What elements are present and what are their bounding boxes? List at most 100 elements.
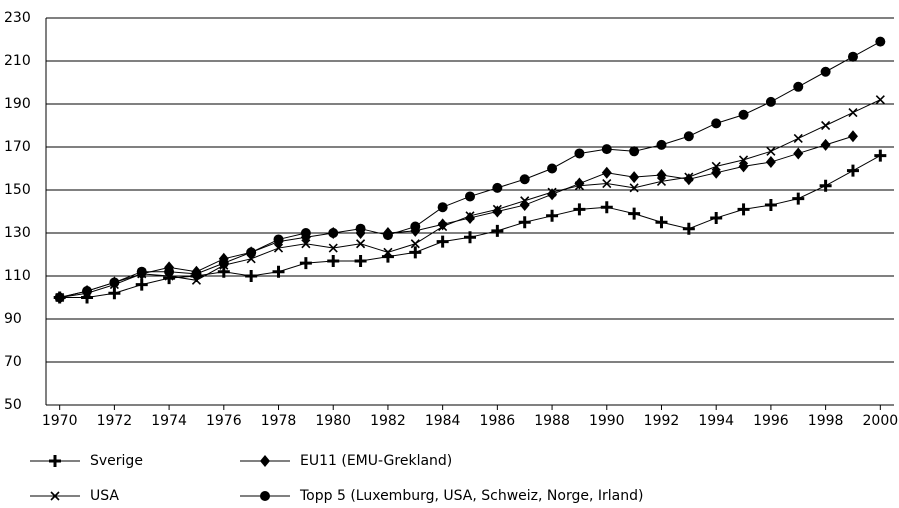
y-tick-label: 210 bbox=[4, 53, 31, 69]
marker bbox=[519, 174, 530, 185]
marker bbox=[710, 211, 723, 224]
marker bbox=[683, 131, 694, 142]
marker bbox=[136, 266, 147, 277]
y-tick-label: 170 bbox=[4, 139, 31, 155]
marker bbox=[628, 207, 641, 220]
marker bbox=[437, 202, 448, 213]
marker bbox=[847, 51, 858, 62]
marker bbox=[573, 203, 586, 216]
marker bbox=[737, 203, 750, 216]
marker bbox=[629, 183, 639, 193]
x-tick-label: 1974 bbox=[151, 413, 187, 429]
x-tick-label: 1996 bbox=[753, 413, 789, 429]
marker bbox=[245, 270, 258, 282]
y-tick-label: 50 bbox=[4, 397, 22, 413]
marker bbox=[546, 209, 559, 222]
marker bbox=[354, 254, 367, 267]
marker bbox=[465, 191, 475, 202]
marker bbox=[738, 109, 749, 120]
marker bbox=[438, 221, 448, 232]
marker bbox=[464, 231, 476, 244]
legend-label: Sverige bbox=[90, 453, 143, 469]
marker bbox=[49, 455, 61, 467]
marker bbox=[518, 216, 531, 229]
marker bbox=[874, 149, 887, 162]
marker bbox=[574, 177, 585, 190]
marker bbox=[260, 455, 270, 467]
marker bbox=[50, 491, 60, 501]
marker bbox=[711, 118, 722, 129]
marker bbox=[821, 120, 831, 131]
marker bbox=[356, 239, 366, 249]
x-tick-label: 1990 bbox=[589, 413, 625, 429]
marker bbox=[656, 176, 667, 186]
x-tick-label: 1998 bbox=[808, 413, 844, 429]
marker bbox=[711, 166, 722, 179]
marker bbox=[409, 246, 422, 259]
marker bbox=[875, 36, 886, 47]
marker bbox=[738, 160, 749, 173]
marker bbox=[328, 243, 338, 253]
marker bbox=[492, 182, 503, 193]
x-tick-label: 1994 bbox=[698, 413, 734, 429]
marker bbox=[820, 66, 831, 77]
x-tick-label: 1976 bbox=[206, 413, 242, 429]
marker bbox=[848, 108, 858, 118]
y-tick-label: 70 bbox=[4, 354, 22, 370]
marker bbox=[656, 139, 667, 150]
marker bbox=[847, 130, 858, 143]
marker bbox=[82, 286, 93, 297]
marker bbox=[492, 204, 502, 214]
series-line bbox=[59, 135, 854, 298]
y-tick-label: 110 bbox=[4, 268, 31, 284]
marker bbox=[765, 96, 776, 107]
marker bbox=[491, 224, 504, 237]
marker bbox=[574, 148, 585, 159]
marker bbox=[738, 155, 749, 165]
marker bbox=[656, 168, 667, 181]
marker bbox=[574, 181, 584, 191]
x-tick-label: 2000 bbox=[863, 413, 899, 429]
x-tick-label: 1992 bbox=[644, 413, 680, 429]
marker bbox=[436, 235, 449, 248]
marker bbox=[793, 147, 804, 160]
marker bbox=[875, 95, 885, 105]
marker bbox=[793, 133, 803, 143]
marker bbox=[684, 172, 694, 182]
marker bbox=[629, 171, 640, 184]
marker bbox=[683, 173, 694, 186]
marker bbox=[272, 265, 285, 278]
marker bbox=[301, 239, 311, 249]
x-tick-label: 1980 bbox=[315, 413, 351, 429]
x-tick-label: 1988 bbox=[534, 413, 570, 429]
marker bbox=[273, 234, 284, 245]
marker bbox=[600, 201, 613, 214]
marker bbox=[547, 187, 557, 197]
marker bbox=[655, 216, 668, 229]
marker bbox=[437, 218, 448, 231]
marker bbox=[383, 247, 393, 257]
marker bbox=[601, 166, 612, 179]
marker bbox=[246, 247, 257, 258]
marker bbox=[819, 179, 832, 192]
x-tick-label: 1970 bbox=[42, 413, 78, 429]
x-tick-label: 1984 bbox=[425, 413, 461, 429]
marker bbox=[601, 144, 612, 155]
marker bbox=[465, 211, 475, 221]
marker bbox=[164, 266, 175, 277]
series-line bbox=[59, 41, 881, 298]
marker bbox=[765, 156, 776, 169]
x-tick-label: 1986 bbox=[480, 413, 516, 429]
marker bbox=[273, 243, 284, 253]
marker bbox=[191, 268, 202, 279]
y-tick-label: 90 bbox=[4, 311, 22, 327]
legend-label: USA bbox=[90, 488, 119, 504]
marker bbox=[328, 228, 339, 238]
marker bbox=[410, 239, 420, 249]
x-tick-label: 1982 bbox=[370, 413, 406, 429]
marker bbox=[766, 146, 776, 156]
marker bbox=[108, 287, 121, 300]
marker bbox=[300, 228, 311, 238]
x-tick-label: 1972 bbox=[97, 413, 133, 429]
marker bbox=[410, 221, 421, 232]
